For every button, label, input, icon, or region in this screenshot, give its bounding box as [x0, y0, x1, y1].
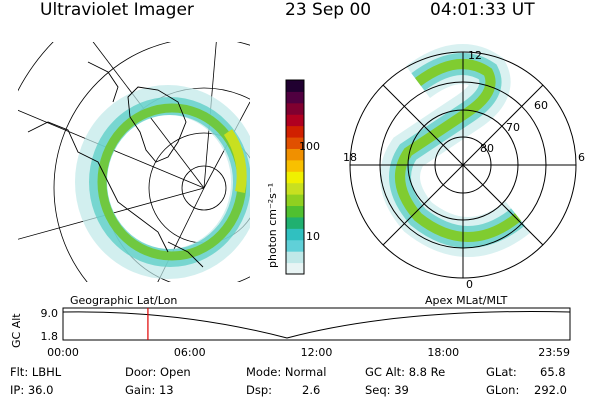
flt-info: Flt: LBHL	[10, 365, 62, 379]
timeline-xtick: 00:00	[47, 346, 79, 359]
colorbar-cell	[286, 148, 304, 161]
colorbar: 100 10 photon cm⁻²s⁻¹	[266, 79, 320, 275]
title-bar: Ultraviolet Imager 23 Sep 00 04:01:33 UT	[0, 0, 600, 26]
timeline-xtick: 12:00	[301, 346, 333, 359]
glon-value: 292.0	[534, 383, 567, 397]
polar-grid	[349, 51, 577, 279]
auroral-oval	[75, 85, 250, 279]
timeline-ticks: 00:00 06:00 12:00 18:00 23:59	[47, 346, 570, 359]
seq-info: Seq: 39	[365, 383, 409, 397]
timeline-frame	[62, 307, 571, 341]
mlt-label-6: 6	[578, 151, 585, 164]
timeline-xtick: 18:00	[427, 346, 459, 359]
colorbar-cell	[286, 182, 304, 195]
dsp-label: Dsp:	[246, 383, 273, 397]
mode-info: Mode: Normal	[246, 365, 327, 379]
instrument-name: Ultraviolet Imager	[40, 0, 194, 20]
right-map-caption: Apex MLat/MLT	[425, 294, 508, 307]
timeline-ytick-bottom: 1.8	[41, 330, 59, 343]
mlt-label-18: 18	[343, 151, 357, 164]
geographic-map	[18, 42, 250, 282]
colorbar-cell	[286, 137, 304, 149]
door-info: Door: Open	[125, 365, 191, 379]
image-date: 23 Sep 00	[285, 0, 372, 20]
colorbar-tick-100: 100	[299, 140, 320, 153]
gain-info: Gain: 13	[125, 383, 174, 397]
colorbar-cell	[286, 228, 304, 241]
colorbar-cell	[286, 194, 304, 207]
colorbar-cell	[286, 239, 304, 252]
colorbar-cell	[286, 216, 304, 229]
colorbar-tick-10: 10	[306, 230, 320, 243]
glat-value: 65.8	[540, 365, 566, 379]
colorbar-cell	[286, 159, 304, 172]
dsp-value: 2.6	[302, 383, 321, 397]
orbit-timeline: Geographic Lat/Lon Apex MLat/MLT GC Alt …	[10, 294, 571, 359]
colorbar-cell	[286, 102, 304, 115]
colorbar-cell	[286, 171, 304, 184]
colorbar-cell	[286, 205, 304, 218]
colorbar-cell	[286, 80, 304, 92]
colorbar-cell	[286, 91, 304, 104]
lat-label-70: 70	[506, 121, 520, 134]
left-map-caption: Geographic Lat/Lon	[70, 294, 177, 307]
magnetic-polar-map: 12 18 6 0 60 70 80	[343, 44, 585, 291]
mlt-label-12: 12	[468, 49, 482, 62]
mlt-label-0: 0	[466, 278, 473, 291]
lat-label-80: 80	[480, 142, 494, 155]
colorbar-scale	[286, 80, 304, 275]
glat-label: GLat:	[486, 365, 517, 379]
timeline-ytick-top: 9.0	[41, 307, 59, 320]
coastlines	[27, 61, 204, 268]
colorbar-cell	[286, 262, 304, 275]
colorbar-cell	[286, 125, 304, 138]
timeline-xtick: 23:59	[538, 346, 570, 359]
glon-label: GLon:	[486, 383, 520, 397]
colorbar-cell	[286, 114, 304, 127]
colorbar-cell	[286, 251, 304, 264]
lat-label-60: 60	[534, 99, 548, 112]
ip-info: IP: 36.0	[10, 383, 54, 397]
image-time: 04:01:33 UT	[430, 0, 535, 20]
timeline-xtick: 06:00	[174, 346, 206, 359]
timeline-axis-label: GC Alt	[10, 313, 23, 348]
gc-alt-info: GC Alt: 8.8 Re	[365, 365, 446, 379]
auroral-oval-mag	[380, 44, 531, 257]
colorbar-label: photon cm⁻²s⁻¹	[266, 183, 279, 268]
altitude-curve	[62, 311, 571, 339]
